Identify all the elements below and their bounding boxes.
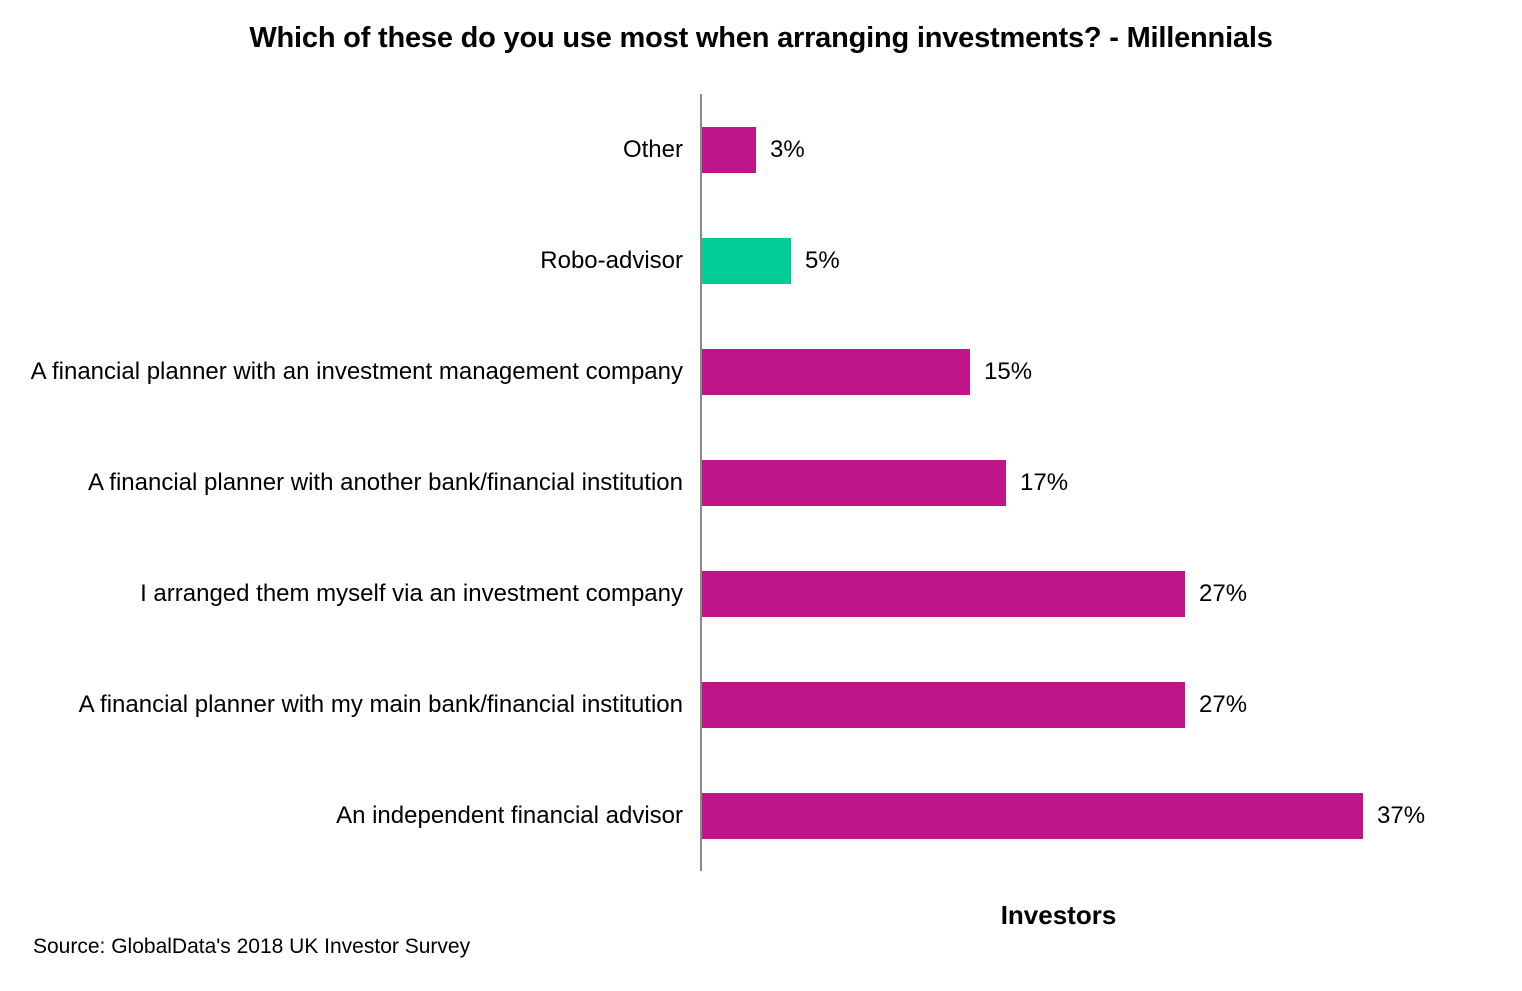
bar-track: 3% bbox=[702, 94, 1417, 205]
bar-track: 15% bbox=[702, 316, 1417, 427]
bar-row: A financial planner with another bank/fi… bbox=[0, 427, 1522, 538]
chart-title: Which of these do you use most when arra… bbox=[249, 22, 1273, 54]
category-label: A financial planner with another bank/fi… bbox=[87, 468, 683, 496]
bar bbox=[702, 570, 1185, 617]
bar bbox=[702, 792, 1363, 839]
bar-row: A financial planner with an investment m… bbox=[0, 316, 1522, 427]
value-label: 37% bbox=[1377, 801, 1426, 829]
value-label: 27% bbox=[1199, 579, 1248, 607]
bar-rows-container: Other 3% Robo-advisor 5% A financial planner… bbox=[0, 94, 1522, 871]
bar-track: 27% bbox=[702, 538, 1417, 649]
value-label: 17% bbox=[1020, 468, 1069, 496]
category-label: A financial planner with an investment m… bbox=[30, 357, 683, 385]
source-note: Source: GlobalData's 2018 UK Investor Su… bbox=[33, 935, 471, 958]
category-label: Other bbox=[622, 135, 683, 163]
bar bbox=[702, 126, 756, 173]
value-label: 5% bbox=[805, 246, 840, 274]
category-label: An independent financial advisor bbox=[336, 801, 683, 829]
bar-row: Other 3% bbox=[0, 94, 1522, 205]
y-axis-line bbox=[700, 94, 702, 871]
category-label: A financial planner with my main bank/fi… bbox=[78, 690, 683, 718]
bar bbox=[702, 237, 791, 284]
bar bbox=[702, 681, 1185, 728]
bar-track: 37% bbox=[702, 760, 1425, 871]
plot-area: Other 3% Robo-advisor 5% A financial planner… bbox=[0, 94, 1522, 871]
bar bbox=[702, 459, 1006, 506]
bar-track: 5% bbox=[702, 205, 1417, 316]
bar-track: 27% bbox=[702, 649, 1417, 760]
value-label: 27% bbox=[1199, 690, 1248, 718]
bar-row: An independent financial advisor 37% bbox=[0, 760, 1522, 871]
bar-track: 17% bbox=[702, 427, 1417, 538]
bar bbox=[702, 348, 970, 395]
x-axis-label: Investors bbox=[1000, 900, 1117, 930]
category-label: Robo-advisor bbox=[540, 246, 683, 274]
value-label: 15% bbox=[984, 357, 1033, 385]
bar-row: Robo-advisor 5% bbox=[0, 205, 1522, 316]
value-label: 3% bbox=[770, 135, 805, 163]
bar-row: A financial planner with my main bank/fi… bbox=[0, 649, 1522, 760]
category-label: I arranged them myself via an investment… bbox=[140, 579, 683, 607]
bar-row: I arranged them myself via an investment… bbox=[0, 538, 1522, 649]
